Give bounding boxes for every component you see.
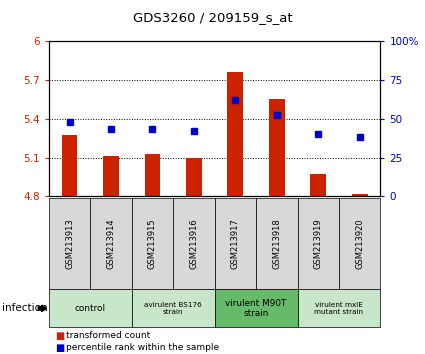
Text: virulent mxiE
mutant strain: virulent mxiE mutant strain xyxy=(314,302,363,315)
Text: ■: ■ xyxy=(55,343,65,353)
Text: infection: infection xyxy=(2,303,48,313)
Bar xyxy=(227,72,243,196)
Text: GSM213917: GSM213917 xyxy=(231,218,240,269)
Bar xyxy=(103,156,119,196)
Text: GSM213916: GSM213916 xyxy=(190,218,198,269)
Bar xyxy=(269,99,285,196)
Text: virulent M90T
strain: virulent M90T strain xyxy=(225,299,287,318)
Bar xyxy=(352,194,368,196)
Text: GDS3260 / 209159_s_at: GDS3260 / 209159_s_at xyxy=(133,11,292,24)
Bar xyxy=(310,175,326,196)
Text: percentile rank within the sample: percentile rank within the sample xyxy=(66,343,219,352)
Text: avirulent BS176
strain: avirulent BS176 strain xyxy=(144,302,202,315)
Text: transformed count: transformed count xyxy=(66,331,150,340)
Text: control: control xyxy=(75,304,106,313)
Text: GSM213914: GSM213914 xyxy=(107,218,116,269)
Text: GSM213919: GSM213919 xyxy=(314,218,323,269)
Text: GSM213918: GSM213918 xyxy=(272,218,281,269)
Bar xyxy=(62,136,77,196)
Text: ■: ■ xyxy=(55,331,65,341)
Text: GSM213913: GSM213913 xyxy=(65,218,74,269)
Bar xyxy=(144,154,160,196)
Text: GSM213920: GSM213920 xyxy=(355,218,364,269)
Text: GSM213915: GSM213915 xyxy=(148,218,157,269)
Bar xyxy=(186,158,202,196)
